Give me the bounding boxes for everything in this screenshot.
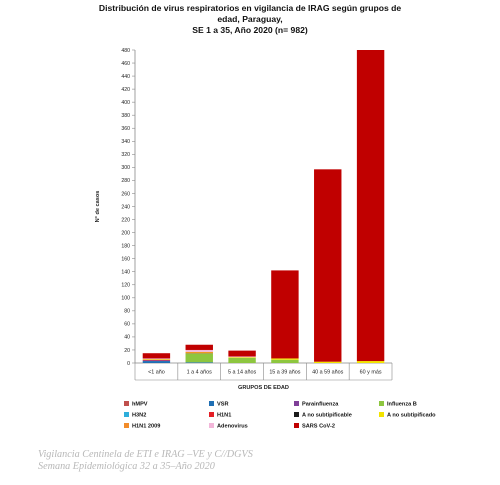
legend-item: VSR <box>209 401 229 408</box>
legend-swatch <box>124 412 129 417</box>
bar-segment <box>185 349 213 352</box>
y-tick-label: 180 <box>121 243 130 249</box>
y-tick-label: 380 <box>121 113 130 119</box>
x-tick-label: 40 a 59 años <box>312 370 343 376</box>
y-tick-label: 140 <box>121 270 130 276</box>
y-tick-label: 200 <box>121 230 130 236</box>
legend-item: H1N1 2009 <box>124 423 160 430</box>
footer-line-1: Vigilancia Centinela de ETI e IRAG –VE y… <box>38 449 253 460</box>
legend-swatch <box>294 401 299 406</box>
legend-item: H1N1 <box>209 412 231 419</box>
y-tick-label: 0 <box>127 361 130 367</box>
legend-item: H3N2 <box>124 412 146 419</box>
y-tick-label: 340 <box>121 139 130 145</box>
y-tick-label: 20 <box>124 348 130 354</box>
legend-swatch <box>209 401 214 406</box>
bar-segment <box>271 270 299 359</box>
bar-segment <box>142 359 171 361</box>
legend-label: A no subtipificado <box>387 412 436 419</box>
bar-segment <box>356 50 385 362</box>
legend-swatch <box>124 401 129 406</box>
y-tick-label: 240 <box>121 204 130 210</box>
legend-label: H1N1 2009 <box>132 423 161 430</box>
y-tick-label: 400 <box>121 100 130 106</box>
legend-swatch <box>379 401 384 406</box>
footer-watermark: Vigilancia Centinela de ETI e IRAG –VE y… <box>38 449 253 472</box>
x-tick-label: <1 año <box>148 370 165 376</box>
y-tick-label: 320 <box>121 152 130 158</box>
bar-segment <box>185 353 213 363</box>
legend-swatch <box>124 423 129 428</box>
legend-swatch <box>209 423 214 428</box>
y-tick-label: 300 <box>121 165 130 171</box>
legend-label: Parainfluenza <box>302 401 339 408</box>
footer-line-2: Semana Epidemiológica 32 a 35–Año 2020 <box>38 460 215 472</box>
chart-title-line-2: edad, Paraguay, <box>217 14 283 24</box>
bar-segment <box>185 344 213 350</box>
x-tick-label: 5 a 14 años <box>228 370 256 376</box>
legend-item: SARS CoV-2 <box>294 423 335 430</box>
chart-title-line-3: SE 1 a 35, Año 2020 (n= 982) <box>192 25 308 35</box>
legend-label: hMPV <box>132 401 148 408</box>
bar-segment <box>142 353 171 359</box>
y-tick-label: 160 <box>121 256 130 262</box>
y-tick-label: 360 <box>121 126 130 132</box>
y-tick-label: 260 <box>121 191 130 197</box>
y-tick-label: 440 <box>121 74 130 80</box>
legend-label: Adenovirus <box>217 423 248 430</box>
legend-swatch <box>209 412 214 417</box>
bar-segment <box>228 356 256 358</box>
y-tick-label: 120 <box>121 283 130 289</box>
x-tick-label: 1 a 4 años <box>187 370 212 376</box>
y-tick-label: 460 <box>121 61 130 67</box>
chart-title: Distribución de virus respiratorios en v… <box>0 3 500 36</box>
bar-segment <box>271 358 299 360</box>
legend-item: Influenza B <box>379 401 417 408</box>
chart-title-line-1: Distribución de virus respiratorios en v… <box>98 3 402 13</box>
legend-item: hMPV <box>124 401 148 408</box>
legend-swatch <box>294 412 299 417</box>
y-tick-label: 480 <box>121 48 130 54</box>
legend-swatch <box>379 412 384 417</box>
bar-segment <box>185 362 213 363</box>
legend-label: A no subtipificable <box>302 412 352 419</box>
y-tick-label: 220 <box>121 217 130 223</box>
y-axis-label: N° de casos <box>95 191 101 223</box>
bar-segment <box>142 358 171 360</box>
y-tick-label: 80 <box>124 309 130 315</box>
bar-segment <box>228 357 256 363</box>
legend-item: A no subtipificable <box>294 412 352 419</box>
legend-item: Adenovirus <box>209 423 248 430</box>
stacked-bar-chart: 0 20 40 60 80 100 120 140 160 180 200 220 240 260 280 3… <box>95 48 393 391</box>
bar-segment <box>228 350 256 357</box>
bar-segment <box>142 359 171 360</box>
bar-segment <box>185 351 213 353</box>
legend-label: H1N1 <box>217 412 232 419</box>
legend-swatch <box>294 423 299 428</box>
y-tick-label: 420 <box>121 87 130 93</box>
bar-segment <box>228 357 256 358</box>
y-tick-label: 100 <box>121 296 130 302</box>
legend-item: A no subtipificado <box>379 412 436 419</box>
bar-segment <box>142 360 171 362</box>
legend-label: VSR <box>217 401 229 408</box>
x-tick-label: 15 a 39 años <box>269 370 300 376</box>
bar-segment <box>142 361 171 363</box>
legend-label: SARS CoV-2 <box>302 423 335 430</box>
bar-segment <box>271 359 299 363</box>
bar-segment <box>314 361 342 363</box>
bar-segment <box>314 169 342 362</box>
y-tick-label: 280 <box>121 178 130 184</box>
y-tick-label: 40 <box>124 335 130 341</box>
bar-segment <box>185 352 213 354</box>
x-tick-label: 60 y más <box>360 370 382 376</box>
legend-item: Parainfluenza <box>294 401 338 408</box>
y-tick-label: 60 <box>124 322 130 328</box>
legend-label: H3N2 <box>132 412 147 419</box>
x-axis-label: GRUPOS DE EDAD <box>238 385 289 391</box>
bar-segment <box>356 361 385 363</box>
legend-label: Influenza B <box>387 401 417 408</box>
